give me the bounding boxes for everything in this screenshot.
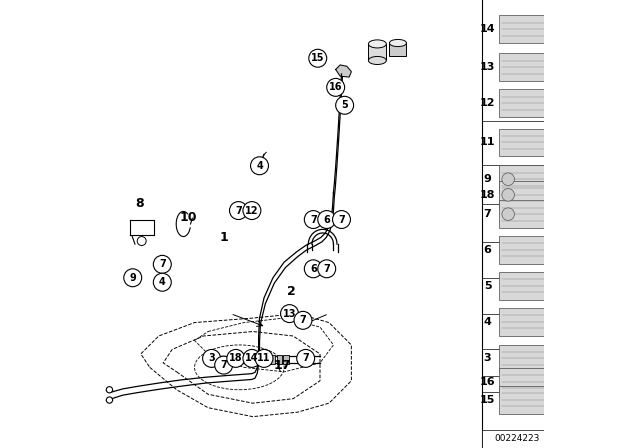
FancyBboxPatch shape: [499, 200, 552, 228]
Text: 16: 16: [480, 377, 495, 387]
Text: 6: 6: [484, 245, 492, 255]
Circle shape: [297, 349, 315, 367]
Circle shape: [502, 189, 515, 201]
Text: 3: 3: [208, 353, 215, 363]
Circle shape: [294, 311, 312, 329]
Text: 5: 5: [341, 100, 348, 110]
Polygon shape: [335, 65, 351, 77]
FancyBboxPatch shape: [499, 181, 552, 209]
Circle shape: [106, 387, 113, 393]
Text: 9: 9: [129, 273, 136, 283]
Text: 9: 9: [484, 174, 492, 184]
Circle shape: [250, 157, 269, 175]
Text: 10: 10: [179, 211, 196, 224]
FancyBboxPatch shape: [499, 386, 552, 414]
FancyBboxPatch shape: [499, 89, 552, 117]
Text: 4: 4: [484, 317, 492, 327]
Bar: [276, 355, 282, 364]
Text: 00224223: 00224223: [494, 434, 540, 443]
Ellipse shape: [389, 39, 406, 47]
Circle shape: [502, 173, 515, 185]
FancyBboxPatch shape: [499, 368, 552, 396]
Ellipse shape: [369, 40, 387, 48]
Bar: [284, 355, 289, 364]
Text: 7: 7: [235, 206, 242, 215]
Text: 15: 15: [311, 53, 324, 63]
FancyBboxPatch shape: [499, 345, 552, 372]
Text: 14: 14: [480, 24, 495, 34]
Circle shape: [106, 397, 113, 403]
Circle shape: [230, 202, 248, 220]
Circle shape: [309, 49, 327, 67]
Text: 7: 7: [484, 209, 492, 219]
Text: 7: 7: [302, 353, 309, 363]
Circle shape: [137, 237, 146, 246]
FancyBboxPatch shape: [499, 53, 552, 81]
Text: 7: 7: [310, 215, 317, 224]
Text: 18: 18: [480, 190, 495, 200]
Text: 7: 7: [338, 215, 345, 224]
Circle shape: [502, 208, 515, 220]
FancyBboxPatch shape: [499, 165, 552, 193]
Circle shape: [305, 260, 323, 278]
Text: 16: 16: [329, 82, 342, 92]
Circle shape: [326, 78, 344, 96]
Text: 7: 7: [220, 360, 227, 370]
Text: 8: 8: [136, 197, 144, 211]
Bar: [482, 430, 544, 448]
FancyBboxPatch shape: [499, 272, 552, 300]
Text: 12: 12: [480, 98, 495, 108]
Circle shape: [124, 269, 141, 287]
Text: 1: 1: [220, 231, 228, 244]
Text: 13: 13: [283, 309, 296, 319]
Text: 18: 18: [229, 353, 243, 363]
Text: 4: 4: [256, 161, 263, 171]
Circle shape: [305, 211, 323, 228]
Text: 12: 12: [245, 206, 259, 215]
Bar: [389, 42, 406, 56]
Text: 17: 17: [273, 358, 291, 372]
Text: 2: 2: [287, 284, 295, 298]
Text: 5: 5: [484, 281, 492, 291]
Circle shape: [280, 305, 298, 323]
Ellipse shape: [369, 56, 387, 65]
Text: 15: 15: [480, 395, 495, 405]
Circle shape: [214, 356, 232, 374]
Bar: [270, 355, 275, 364]
Circle shape: [154, 273, 172, 291]
Circle shape: [255, 349, 273, 367]
Circle shape: [336, 96, 353, 114]
Text: 11: 11: [257, 353, 271, 363]
Circle shape: [317, 260, 335, 278]
Circle shape: [227, 349, 244, 367]
FancyBboxPatch shape: [499, 308, 552, 336]
Circle shape: [333, 211, 351, 228]
Text: 6: 6: [323, 215, 330, 224]
Text: 6: 6: [310, 264, 317, 274]
Circle shape: [243, 202, 261, 220]
Bar: [369, 44, 387, 60]
Circle shape: [243, 349, 261, 367]
Text: 7: 7: [300, 315, 307, 325]
Text: 7: 7: [159, 259, 166, 269]
Text: 4: 4: [159, 277, 166, 287]
Circle shape: [203, 349, 221, 367]
Text: 11: 11: [480, 138, 495, 147]
Text: 13: 13: [480, 62, 495, 72]
Text: 14: 14: [245, 353, 259, 363]
FancyBboxPatch shape: [499, 129, 552, 156]
Circle shape: [154, 255, 172, 273]
FancyBboxPatch shape: [499, 15, 552, 43]
FancyBboxPatch shape: [499, 236, 552, 264]
Circle shape: [317, 211, 335, 228]
Text: 7: 7: [323, 264, 330, 274]
Text: 3: 3: [484, 353, 492, 363]
